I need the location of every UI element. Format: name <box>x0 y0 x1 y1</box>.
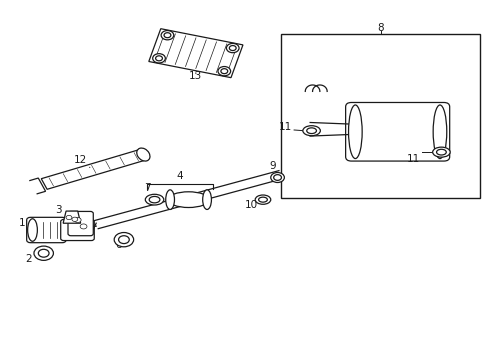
Ellipse shape <box>137 148 150 161</box>
Ellipse shape <box>167 192 209 207</box>
Ellipse shape <box>149 197 160 203</box>
Text: 10: 10 <box>244 200 263 210</box>
Text: 11: 11 <box>278 122 291 132</box>
FancyBboxPatch shape <box>68 211 93 236</box>
Circle shape <box>155 56 162 61</box>
Circle shape <box>152 54 165 63</box>
Text: 11: 11 <box>407 154 420 163</box>
Circle shape <box>80 224 87 229</box>
Ellipse shape <box>202 190 211 210</box>
Text: 1: 1 <box>19 218 37 228</box>
Circle shape <box>218 67 230 76</box>
Circle shape <box>221 69 227 74</box>
Circle shape <box>72 217 78 221</box>
Ellipse shape <box>145 194 163 205</box>
Circle shape <box>229 46 236 50</box>
Text: 5: 5 <box>71 211 81 221</box>
Ellipse shape <box>270 172 284 183</box>
Text: 4: 4 <box>176 171 183 181</box>
Ellipse shape <box>273 175 281 180</box>
Text: 9: 9 <box>269 161 277 175</box>
Circle shape <box>161 31 173 40</box>
Polygon shape <box>148 29 243 78</box>
Polygon shape <box>63 211 81 223</box>
Circle shape <box>163 33 170 38</box>
Text: 2: 2 <box>25 253 41 264</box>
Ellipse shape <box>436 149 446 155</box>
Ellipse shape <box>258 197 267 202</box>
Ellipse shape <box>432 147 449 157</box>
Text: 7: 7 <box>143 183 154 198</box>
FancyBboxPatch shape <box>61 220 94 240</box>
Circle shape <box>34 246 53 260</box>
Circle shape <box>38 249 49 257</box>
Ellipse shape <box>432 105 446 158</box>
Text: 8: 8 <box>377 23 383 33</box>
Text: 3: 3 <box>55 205 68 216</box>
Ellipse shape <box>302 126 320 136</box>
Circle shape <box>226 44 239 53</box>
Text: 6: 6 <box>115 240 122 250</box>
Ellipse shape <box>165 190 174 210</box>
Circle shape <box>66 215 72 220</box>
Ellipse shape <box>348 105 362 158</box>
FancyBboxPatch shape <box>27 217 66 243</box>
Ellipse shape <box>255 195 270 204</box>
Text: 12: 12 <box>73 156 90 167</box>
Ellipse shape <box>28 219 37 241</box>
Bar <box>281 33 479 198</box>
Text: 13: 13 <box>189 71 202 81</box>
Circle shape <box>114 233 133 247</box>
Circle shape <box>74 217 81 222</box>
Circle shape <box>118 236 129 244</box>
Polygon shape <box>41 149 146 189</box>
Ellipse shape <box>306 128 316 134</box>
